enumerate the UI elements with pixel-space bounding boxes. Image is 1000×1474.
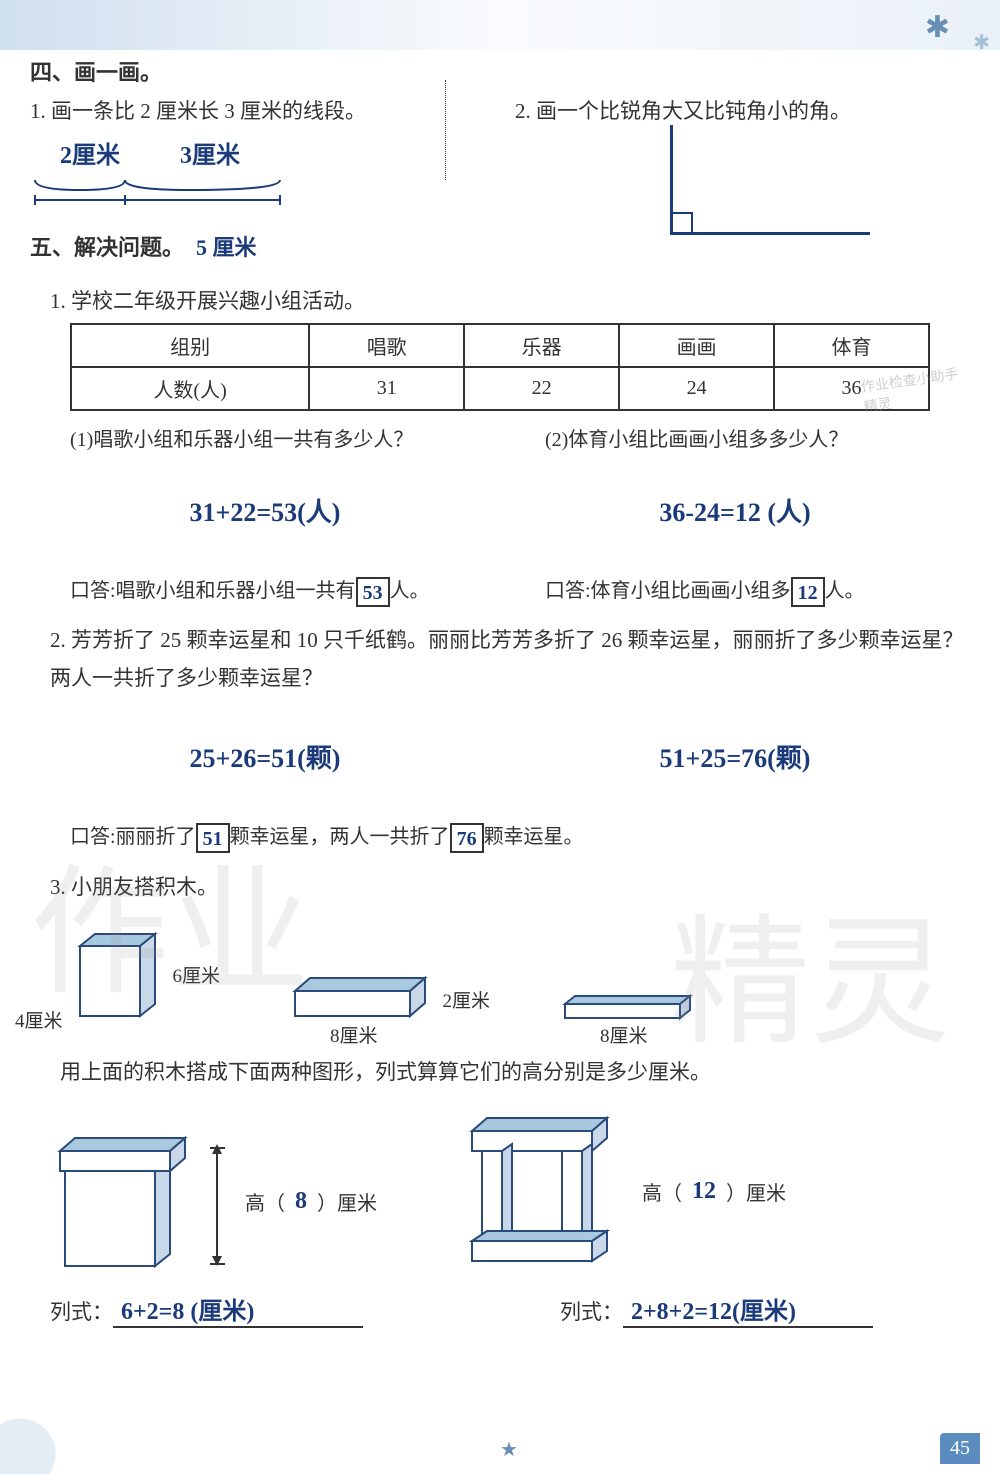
formula-2: 列式： 2+8+2=12(厘米) — [560, 1291, 970, 1328]
q5-2-ans1: 25+26=51(颗) — [70, 738, 460, 775]
assembled2-svg — [457, 1106, 627, 1276]
bottom-decoration — [0, 1394, 120, 1474]
q5-1-sub1: (1)唱歌小组和乐器小组一共有多少人？ — [70, 423, 495, 452]
formula-row: 列式： 6+2=8 (厘米) 列式： 2+8+2=12(厘米) — [50, 1291, 970, 1328]
kouda1-prefix: 口答:唱歌小组和乐器小组一共有 — [70, 580, 356, 602]
kouda2-suffix: 人。 — [825, 580, 865, 602]
block-1: 6厘米 4厘米 — [60, 916, 170, 1026]
val-instrument: 22 — [464, 367, 619, 410]
formula-1: 列式： 6+2=8 (厘米) — [50, 1291, 460, 1328]
table-header-row: 组别 唱歌 乐器 画画 体育 — [71, 324, 929, 367]
assembled-2: 高（ 12 ）厘米 — [457, 1106, 786, 1276]
h2-prefix: 高（ — [642, 1177, 682, 1206]
kouda2-prefix: 口答:体育小组比画画小组多 — [545, 580, 791, 602]
kouda1-suffix: 人。 — [390, 580, 430, 602]
assembled-row: 高（ 8 ）厘米 高（ 12 ）厘米 — [50, 1106, 970, 1276]
q5-3-text: 3. 小朋友搭积木。 — [50, 871, 970, 901]
brace-drawing — [30, 175, 310, 205]
block1-h-label: 6厘米 — [172, 961, 220, 988]
kouda2: 口答:体育小组比画画小组多12人。 — [545, 574, 970, 607]
q5-1-answers: 31+22=53(人) 36-24=12 (人) — [70, 472, 930, 549]
q4-1-text: 1. 画一条比 2 厘米长 3 厘米的线段。 — [30, 95, 485, 125]
col-sports: 体育 — [774, 324, 929, 367]
block2-svg — [280, 966, 440, 1026]
q4-2-text: 2. 画一个比锐角大又比钝角小的角。 — [515, 95, 970, 125]
formula1-label: 列式： — [50, 1296, 113, 1326]
section-4-title: 四、画一画。 — [30, 55, 970, 87]
col-drawing: 画画 — [619, 324, 774, 367]
h2-value: 12 — [692, 1178, 716, 1205]
q2-kouda-box1: 51 — [196, 823, 230, 853]
q2-kouda-mid: 颗幸运星，两人一共折了 — [230, 826, 450, 848]
assembled2-height: 高（ 12 ）厘米 — [642, 1177, 786, 1206]
h1-value: 8 — [295, 1188, 307, 1215]
val-sing: 31 — [309, 367, 464, 410]
val-drawing: 24 — [619, 367, 774, 410]
block-2: 2厘米 8厘米 — [280, 966, 440, 1026]
formula2-ans: 2+8+2=12(厘米) — [623, 1291, 873, 1328]
q5-2-text: 2. 芳芳折了 25 颗幸运星和 10 只千纸鹤。丽丽比芳芳多折了 26 颗幸运… — [50, 622, 970, 698]
q5-1-sub2: (2)体育小组比画画小组多多少人？ — [545, 423, 970, 452]
q5-1-kouda: 口答:唱歌小组和乐器小组一共有53人。 口答:体育小组比画画小组多12人。 — [70, 574, 970, 607]
q5-1-text: 1. 学校二年级开展兴趣小组活动。 — [50, 285, 970, 315]
right-angle-drawing — [670, 125, 870, 235]
block3-svg — [550, 986, 710, 1026]
q5-2-ans2: 51+25=76(颗) — [540, 738, 930, 775]
col-sing: 唱歌 — [309, 324, 464, 367]
kouda2-box: 12 — [791, 577, 825, 607]
q2-kouda-prefix: 口答:丽丽折了 — [70, 826, 196, 848]
drawn-line-segment: 2厘米 3厘米 — [30, 135, 485, 205]
q5-1-subquestions: (1)唱歌小组和乐器小组一共有多少人？ (2)体育小组比画画小组多多少人？ — [70, 423, 970, 452]
page-number: 45 — [940, 1433, 980, 1464]
page-content: 四、画一画。 1. 画一条比 2 厘米长 3 厘米的线段。 2厘米 3厘米 2. — [30, 55, 970, 1328]
section-4-row: 1. 画一条比 2 厘米长 3 厘米的线段。 2厘米 3厘米 2. 画一个比锐角… — [30, 95, 970, 215]
page-header-decoration — [0, 0, 1000, 50]
q5-1-ans1: 31+22=53(人) — [70, 492, 460, 529]
formula1-ans: 6+2=8 (厘米) — [113, 1291, 363, 1328]
section-5: 五、解决问题。 5 厘米 1. 学校二年级开展兴趣小组活动。 组别 唱歌 乐器 … — [30, 230, 970, 1328]
assembled1-height: 高（ 8 ）厘米 — [245, 1187, 377, 1216]
star-icon: ★ — [500, 1437, 518, 1462]
arrow1-svg — [205, 1136, 230, 1266]
section-5-note: 5 厘米 — [196, 235, 257, 260]
q4-1: 1. 画一条比 2 厘米长 3 厘米的线段。 2厘米 3厘米 — [30, 95, 485, 215]
block2-h-label: 2厘米 — [442, 986, 490, 1013]
q2-kouda-suffix: 颗幸运星。 — [484, 826, 584, 848]
assembled1-svg — [50, 1126, 190, 1276]
h1-suffix: ）厘米 — [317, 1187, 377, 1216]
blocks-row: 6厘米 4厘米 2厘米 8厘米 8厘米 — [60, 916, 970, 1026]
kouda1-box: 53 — [356, 577, 390, 607]
col-instrument: 乐器 — [464, 324, 619, 367]
block2-w-label: 8厘米 — [330, 1021, 378, 1048]
block1-w-label: 4厘米 — [15, 1006, 63, 1033]
table-data-row: 人数(人) 31 22 24 36 — [71, 367, 929, 410]
kouda1: 口答:唱歌小组和乐器小组一共有53人。 — [70, 574, 495, 607]
q5-2-kouda: 口答:丽丽折了51颗幸运星，两人一共折了76颗幸运星。 — [70, 820, 970, 853]
assembled-1: 高（ 8 ）厘米 — [50, 1126, 377, 1276]
q5-3-instruction: 用上面的积木搭成下面两种图形，列式算算它们的高分别是多少厘米。 — [60, 1056, 970, 1086]
segment-label-1: 2厘米 — [60, 135, 120, 170]
h1-prefix: 高（ — [245, 1187, 285, 1216]
activity-table: 组别 唱歌 乐器 画画 体育 人数(人) 31 22 24 36 — [70, 323, 930, 411]
block3-w-label: 8厘米 — [600, 1021, 648, 1048]
col-group: 组别 — [71, 324, 309, 367]
h2-suffix: ）厘米 — [726, 1177, 786, 1206]
q2-kouda-box2: 76 — [450, 823, 484, 853]
section-5-title: 五、解决问题。 — [30, 230, 184, 262]
row-header: 人数(人) — [71, 367, 309, 410]
segment-label-2: 3厘米 — [180, 135, 240, 170]
block1-svg — [60, 916, 170, 1026]
q5-1-ans2: 36-24=12 (人) — [540, 492, 930, 529]
q4-2: 2. 画一个比锐角大又比钝角小的角。 — [515, 95, 970, 215]
q5-2-answers: 25+26=51(颗) 51+25=76(颗) — [70, 718, 930, 795]
block-3: 8厘米 — [550, 986, 710, 1026]
formula2-label: 列式： — [560, 1296, 623, 1326]
